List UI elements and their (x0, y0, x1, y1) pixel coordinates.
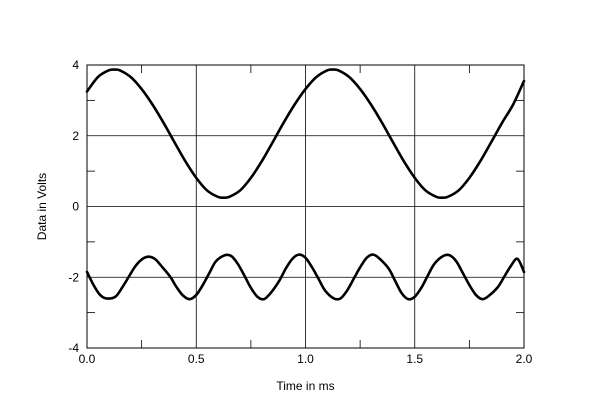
x-tick-label: 1.5 (406, 352, 423, 366)
y-tick-label: -4 (68, 341, 79, 355)
series-line-2 (85, 253, 526, 301)
y-tick-label: 4 (72, 58, 79, 72)
x-tick-label: 0.0 (79, 352, 96, 366)
y-tick-label: -2 (68, 270, 79, 284)
x-tick-label: 1.0 (297, 352, 314, 366)
y-axis-label: Data in Volts (35, 173, 49, 240)
x-axis-label: Time in ms (276, 379, 334, 393)
x-tick-labels: 0.0 0.5 1.0 1.5 2.0 (79, 352, 533, 366)
x-tick-label: 0.5 (188, 352, 205, 366)
plot-frame (86, 64, 525, 349)
series-line-1 (85, 68, 526, 200)
y-tick-label: 2 (72, 129, 79, 143)
grid (87, 65, 524, 348)
y-tick-labels: 4 2 0 -2 -4 (68, 58, 79, 355)
x-tick-label: 2.0 (516, 352, 533, 366)
minor-ticks (87, 65, 524, 348)
y-tick-label: 0 (72, 200, 79, 214)
series-layer (85, 68, 526, 301)
